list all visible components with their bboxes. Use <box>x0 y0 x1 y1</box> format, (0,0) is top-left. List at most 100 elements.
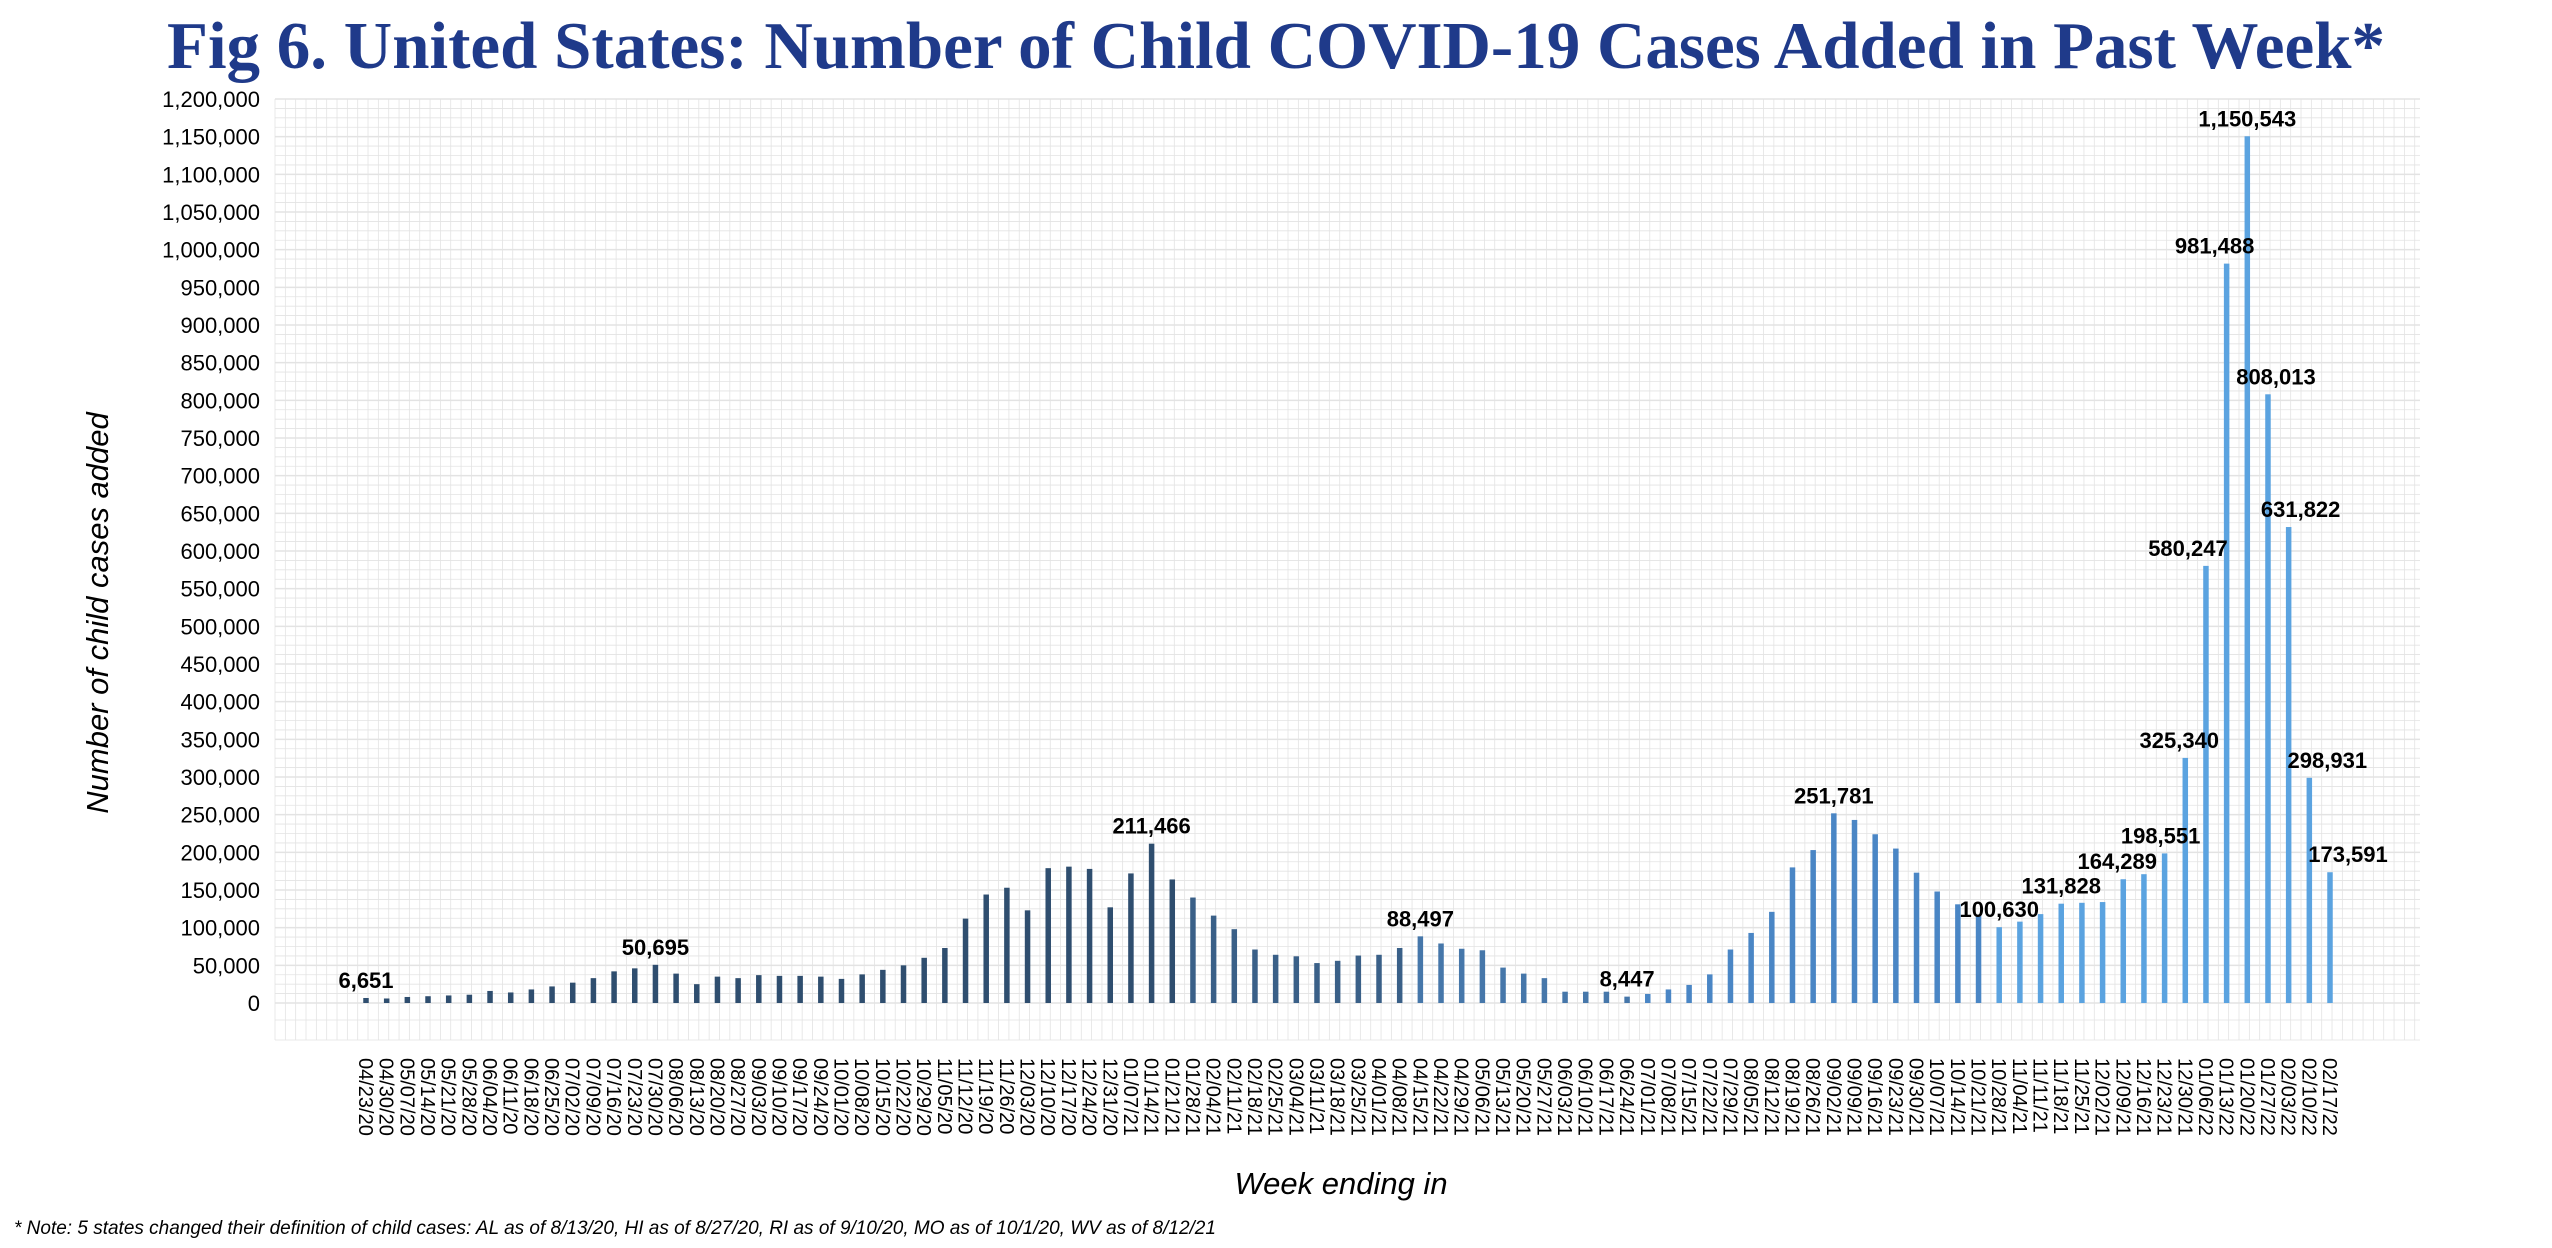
x-tick-label: 09/09/21 <box>1843 1058 1865 1136</box>
data-label: 298,931 <box>2288 748 2368 773</box>
bar <box>445 995 452 1003</box>
x-tick-label: 12/30/21 <box>2173 1058 2195 1136</box>
bars <box>363 136 2333 1003</box>
y-tick-label: 50,000 <box>193 953 260 978</box>
y-tick-label: 700,000 <box>180 464 260 489</box>
bar <box>2141 874 2147 1003</box>
x-tick-label: 12/09/21 <box>2111 1058 2133 1136</box>
x-tick-label: 01/07/21 <box>1119 1058 1141 1136</box>
data-label: 198,551 <box>2121 823 2201 848</box>
data-label: 981,488 <box>2175 234 2255 259</box>
x-tick-label: 11/19/20 <box>974 1058 996 1134</box>
bar <box>1996 927 2002 1003</box>
bar <box>2285 527 2292 1003</box>
x-tick-label: 08/05/21 <box>1739 1058 1761 1136</box>
y-tick-label: 400,000 <box>180 690 260 715</box>
bar <box>549 986 555 1003</box>
bar <box>611 971 617 1003</box>
y-tick-label: 250,000 <box>180 803 260 828</box>
y-tick-label: 550,000 <box>180 577 260 602</box>
x-axis-ticks: 04/23/2004/30/2005/07/2005/14/2005/21/20… <box>354 1058 2340 1136</box>
bar <box>880 969 886 1003</box>
x-tick-label: 06/18/20 <box>519 1058 541 1136</box>
footnote: * Note: 5 states changed their definitio… <box>14 1218 1216 1239</box>
x-tick-label: 04/08/21 <box>1388 1058 1410 1136</box>
x-tick-label: 11/05/20 <box>933 1058 955 1134</box>
bar <box>1148 843 1155 1003</box>
y-tick-label: 800,000 <box>180 388 260 413</box>
x-tick-label: 07/09/20 <box>581 1058 603 1136</box>
bar <box>1769 911 1775 1003</box>
bar <box>507 992 514 1003</box>
x-tick-label: 11/25/21 <box>2070 1058 2092 1134</box>
x-tick-label: 01/28/21 <box>1181 1058 1203 1136</box>
x-tick-label: 01/20/22 <box>2235 1058 2257 1136</box>
x-tick-label: 06/04/20 <box>478 1058 500 1136</box>
x-tick-label: 09/24/20 <box>809 1058 831 1136</box>
data-label: 173,591 <box>2308 842 2388 867</box>
x-tick-label: 03/18/21 <box>1326 1058 1348 1136</box>
x-tick-label: 10/07/21 <box>1925 1058 1947 1136</box>
data-label: 164,289 <box>2077 849 2157 874</box>
bar <box>1438 943 1444 1003</box>
x-tick-label: 05/07/20 <box>395 1058 417 1136</box>
bar <box>797 975 803 1003</box>
bar <box>838 978 845 1003</box>
bar <box>1004 887 1010 1003</box>
bar <box>1934 891 1940 1003</box>
bar <box>2099 902 2106 1003</box>
bar <box>632 968 638 1003</box>
data-label: 50,695 <box>622 935 689 960</box>
x-tick-label: 12/03/20 <box>1016 1058 1038 1136</box>
x-tick-label: 08/27/20 <box>726 1058 748 1136</box>
x-tick-label: 04/30/20 <box>375 1058 397 1136</box>
y-tick-label: 650,000 <box>180 501 260 526</box>
bar <box>2058 903 2064 1003</box>
x-tick-label: 10/08/20 <box>850 1058 872 1136</box>
bar <box>983 894 989 1003</box>
bar <box>2306 777 2313 1003</box>
x-tick-label: 12/23/21 <box>2153 1058 2175 1136</box>
bar <box>1376 954 1382 1003</box>
y-tick-label: 1,150,000 <box>162 125 260 150</box>
x-tick-label: 10/14/21 <box>1946 1058 1968 1136</box>
bar <box>363 997 369 1003</box>
x-tick-label: 07/08/21 <box>1656 1058 1678 1136</box>
bar <box>1872 834 1878 1003</box>
x-tick-label: 03/04/21 <box>1284 1058 1306 1136</box>
x-tick-label: 05/27/21 <box>1532 1058 1554 1136</box>
bar <box>1417 936 1424 1003</box>
bar <box>2203 565 2209 1003</box>
x-tick-label: 11/11/21 <box>2029 1058 2051 1133</box>
bar <box>1541 978 1548 1003</box>
x-tick-label: 12/02/21 <box>2091 1058 2113 1136</box>
x-tick-label: 01/13/22 <box>2215 1058 2237 1136</box>
grid-lines <box>274 98 2420 1041</box>
x-tick-label: 01/14/21 <box>1140 1058 1162 1136</box>
bar <box>404 996 411 1003</box>
x-tick-label: 08/12/21 <box>1760 1058 1782 1136</box>
x-tick-label: 06/11/20 <box>499 1058 521 1134</box>
bar <box>1334 960 1341 1003</box>
x-axis-label: Week ending in <box>1234 1166 1447 1201</box>
data-label: 808,013 <box>2236 364 2316 389</box>
x-tick-label: 02/25/21 <box>1264 1058 1286 1136</box>
x-tick-label: 06/10/21 <box>1574 1058 1596 1136</box>
y-tick-label: 1,050,000 <box>162 200 260 225</box>
data-label: 131,828 <box>2021 874 2101 899</box>
bar <box>1520 973 1527 1003</box>
bar <box>1500 967 1506 1003</box>
bar <box>2017 921 2023 1003</box>
bar <box>735 978 741 1003</box>
data-label: 88,497 <box>1387 906 1454 931</box>
bar <box>1789 867 1796 1003</box>
bar <box>921 957 927 1003</box>
bar <box>1707 974 1713 1003</box>
data-label: 1,150,543 <box>2198 106 2296 131</box>
bar <box>1955 904 1961 1003</box>
y-axis-label: Number of child cases added <box>80 410 115 813</box>
x-tick-label: 04/22/21 <box>1429 1058 1451 1136</box>
y-tick-label: 850,000 <box>180 351 260 376</box>
x-tick-label: 04/23/20 <box>354 1058 376 1136</box>
bar <box>1624 996 1630 1003</box>
